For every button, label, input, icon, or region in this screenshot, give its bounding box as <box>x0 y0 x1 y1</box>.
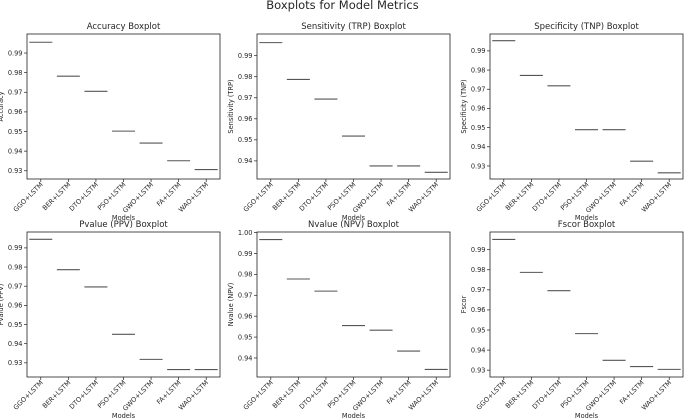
x-tick-label: GGO+LSTM <box>475 181 508 214</box>
y-tick-label: 0.97 <box>238 94 253 102</box>
x-tick-label: WAO+LSTM <box>407 181 440 214</box>
plot-area-frame <box>256 231 451 378</box>
y-tick-label: 0.97 <box>238 292 253 300</box>
y-axis-label: Pvalue (PPV) <box>0 284 5 326</box>
x-tick-label: DTO+LSTM <box>68 181 100 213</box>
subplot-title: Pvalue (PPV) Boxplot <box>79 220 168 230</box>
y-axis-label: Fscor <box>460 295 468 313</box>
x-tick-label: FA+LSTM <box>155 181 183 209</box>
x-axis-label: Models <box>575 214 599 222</box>
y-tick-label: 0.99 <box>8 49 23 57</box>
subplot-title: Specificity (TNP) Boxplot <box>534 22 639 32</box>
y-tick-label: 0.94 <box>8 147 23 155</box>
y-tick-label: 0.96 <box>238 313 253 321</box>
y-tick-label: 0.96 <box>471 306 486 314</box>
y-tick-label: 1.00 <box>238 229 253 237</box>
subplot-1: Accuracy Boxplot 0.93 0.94 0.95 0.96 0.97 0.98… <box>0 22 221 222</box>
y-tick-label: 0.98 <box>238 73 253 81</box>
y-axis-label: Accuracy <box>0 91 5 121</box>
x-tick-label: GGO+LSTM <box>242 181 275 214</box>
plot-area-frame <box>489 231 684 378</box>
x-tick-label: GGO+LSTM <box>475 379 508 412</box>
x-tick-label: GGO+LSTM <box>242 379 275 412</box>
y-tick-label: 0.96 <box>8 108 23 116</box>
subplot-4: Pvalue (PPV) Boxplot 0.93 0.94 0.95 0.96 0.97… <box>0 220 221 419</box>
subplot-2: Sensitivity (TRP) Boxplot 0.94 0.95 0.96 0.9… <box>227 22 451 222</box>
subplot-title: Sensitivity (TRP) Boxplot <box>301 22 406 32</box>
y-tick-label: 0.97 <box>471 86 486 94</box>
y-tick-label: 0.94 <box>471 346 486 354</box>
x-tick-label: FA+LSTM <box>385 181 413 209</box>
y-tick-label: 0.98 <box>8 263 23 271</box>
plot-area-frame <box>26 231 221 378</box>
x-tick-label: DTO+LSTM <box>531 379 563 411</box>
y-tick-label: 0.97 <box>471 286 486 294</box>
y-tick-label: 0.93 <box>8 167 23 175</box>
y-tick-label: 0.94 <box>8 340 23 348</box>
y-tick-label: 0.98 <box>8 69 23 77</box>
x-tick-label: WAO+LSTM <box>407 379 440 412</box>
y-tick-label: 0.99 <box>471 47 486 55</box>
y-tick-label: 0.99 <box>8 244 23 252</box>
y-tick-label: 0.94 <box>238 354 253 362</box>
subplot-title: Nvalue (NPV) Boxplot <box>308 220 400 230</box>
plot-area-frame <box>26 33 221 180</box>
x-tick-label: WAO+LSTM <box>177 379 210 412</box>
y-axis-label: Specificity (TNP) <box>460 79 468 133</box>
y-tick-label: 0.99 <box>238 52 253 60</box>
y-tick-label: 0.95 <box>471 326 486 334</box>
y-tick-label: 0.99 <box>238 250 253 258</box>
y-axis-label: Sensitivity (TRP) <box>227 79 235 133</box>
subplot-title: Fscor Boxplot <box>558 220 616 230</box>
x-tick-label: GGO+LSTM <box>12 181 45 214</box>
y-tick-label: 0.95 <box>238 333 253 341</box>
plot-area-frame <box>256 33 451 180</box>
x-tick-label: DTO+LSTM <box>298 379 330 411</box>
subplot-6: Fscor Boxplot 0.93 0.94 0.95 0.96 0.97 0.98 0.9… <box>460 220 684 419</box>
x-tick-label: DTO+LSTM <box>531 181 563 213</box>
y-tick-label: 0.93 <box>471 162 486 170</box>
y-tick-label: 0.99 <box>471 246 486 254</box>
x-tick-label: WAO+LSTM <box>640 379 673 412</box>
x-tick-label: FA+LSTM <box>618 379 646 407</box>
x-axis-label: Models <box>112 214 136 222</box>
y-tick-label: 0.97 <box>8 283 23 291</box>
x-tick-label: FA+LSTM <box>155 379 183 407</box>
x-axis-label: Models <box>342 214 366 222</box>
y-tick-label: 0.98 <box>238 271 253 279</box>
y-tick-label: 0.96 <box>471 105 486 113</box>
x-axis-label: Models <box>575 412 599 419</box>
y-tick-label: 0.94 <box>471 143 486 151</box>
y-tick-label: 0.96 <box>238 115 253 123</box>
x-axis-label: Models <box>112 412 136 419</box>
y-tick-label: 0.95 <box>238 136 253 144</box>
y-tick-label: 0.96 <box>8 302 23 310</box>
y-tick-label: 0.95 <box>471 124 486 132</box>
plot-area-frame <box>489 33 684 180</box>
x-tick-label: DTO+LSTM <box>68 379 100 411</box>
y-tick-label: 0.97 <box>8 89 23 97</box>
y-tick-label: 0.93 <box>471 366 486 374</box>
subplot-3: Specificity (TNP) Boxplot 0.93 0.94 0.95 0.9… <box>460 22 684 222</box>
y-tick-label: 0.98 <box>471 266 486 274</box>
x-tick-label: FA+LSTM <box>385 379 413 407</box>
y-axis-label: Nvalue (NPV) <box>227 283 235 327</box>
x-tick-label: FA+LSTM <box>618 181 646 209</box>
x-tick-label: GGO+LSTM <box>12 379 45 412</box>
y-tick-label: 0.95 <box>8 128 23 136</box>
y-tick-label: 0.94 <box>238 157 253 165</box>
figure-title: Boxplots for Model Metrics <box>266 0 418 12</box>
x-tick-label: DTO+LSTM <box>298 181 330 213</box>
subplot-title: Accuracy Boxplot <box>87 22 161 32</box>
y-tick-label: 0.98 <box>471 66 486 74</box>
x-axis-label: Models <box>342 412 366 419</box>
subplot-5: Nvalue (NPV) Boxplot 0.94 0.95 0.96 0.97 0.98… <box>227 220 451 419</box>
y-tick-label: 0.93 <box>8 359 23 367</box>
x-tick-label: WAO+LSTM <box>640 181 673 214</box>
y-tick-label: 0.95 <box>8 321 23 329</box>
x-tick-label: WAO+LSTM <box>177 181 210 214</box>
